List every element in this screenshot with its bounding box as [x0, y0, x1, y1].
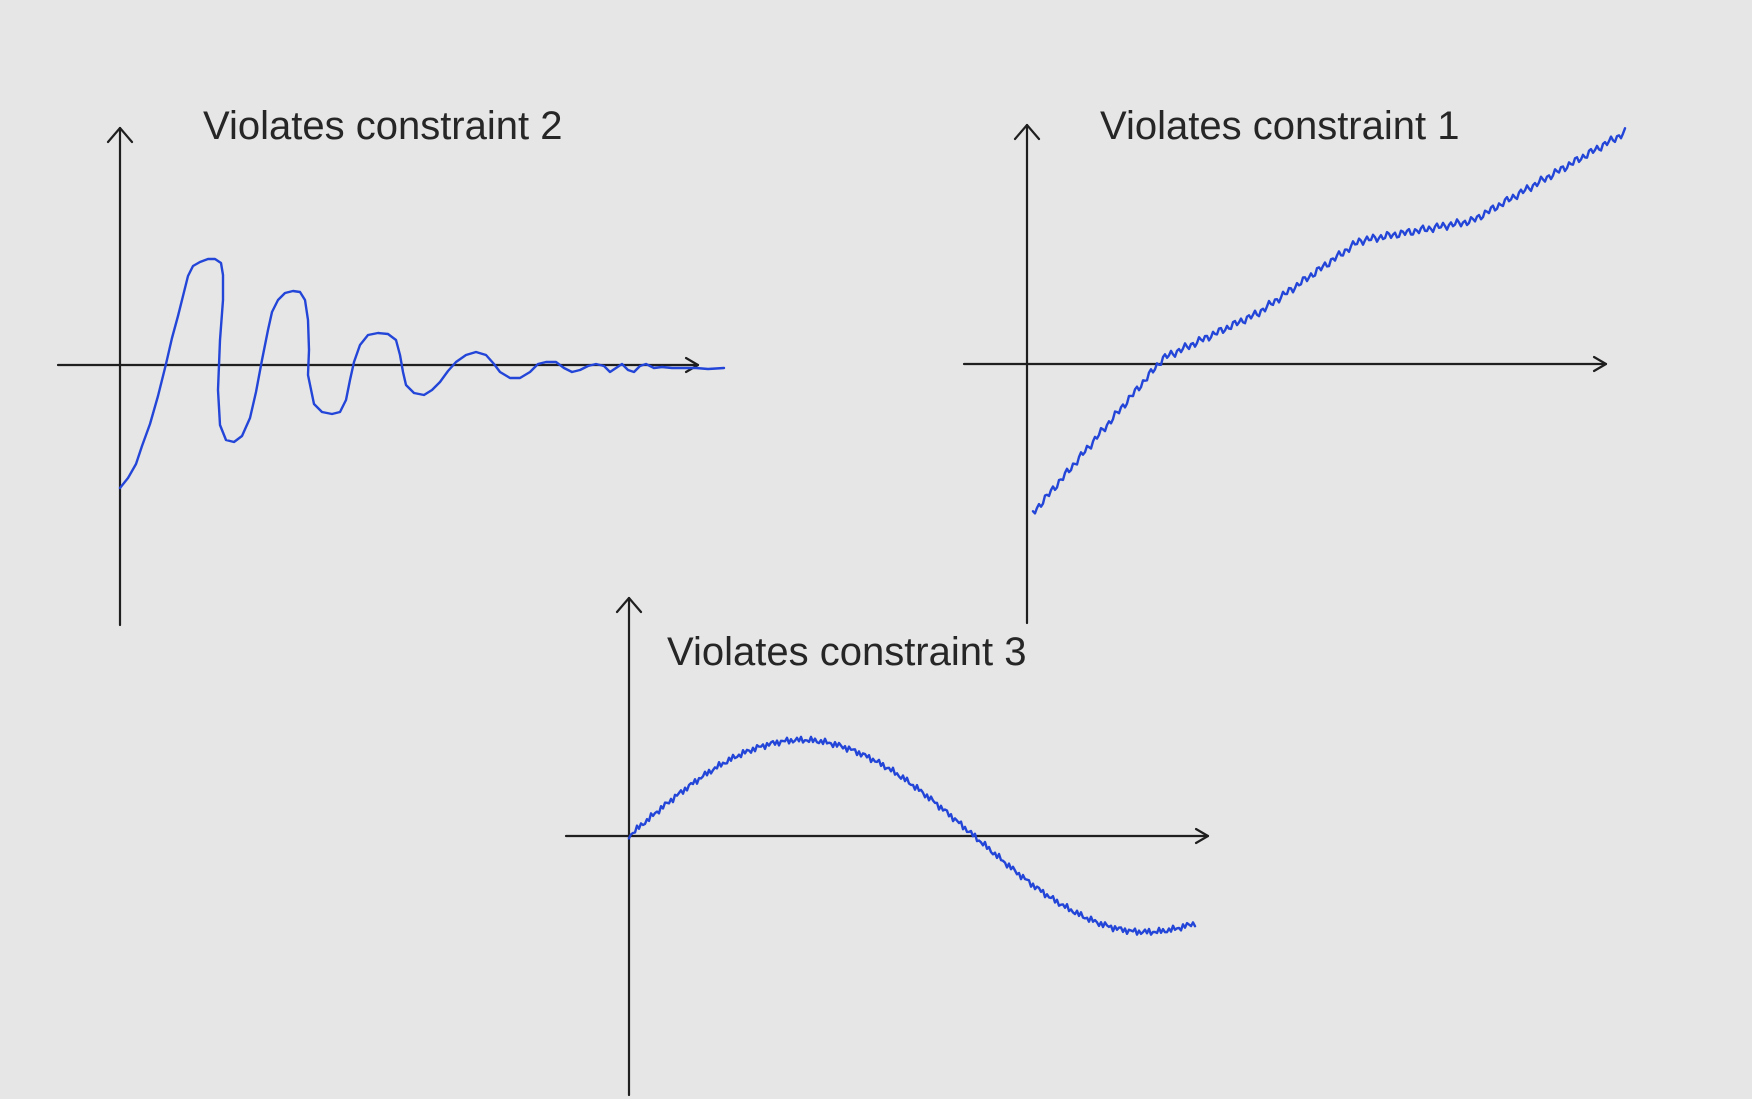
curve [627, 735, 1197, 936]
y-axis-arrowhead [1013, 123, 1041, 141]
curve [1031, 127, 1627, 515]
x-axis-arrowhead [1194, 827, 1210, 845]
panel-title: Violates constraint 3 [667, 630, 1026, 674]
panel-constraint-3: Violates constraint 3 [564, 596, 1210, 1097]
x-axis-arrowhead [684, 356, 700, 374]
y-axis-arrowhead [106, 126, 134, 144]
panel-title: Violates constraint 2 [203, 104, 562, 148]
panel-constraint-2: Violates constraint 2 [56, 104, 726, 627]
y-axis-arrowhead [615, 596, 643, 614]
panel-constraint-1: Violates constraint 1 [962, 104, 1627, 625]
panel-title: Violates constraint 1 [1100, 104, 1459, 148]
x-axis-arrowhead [1592, 355, 1608, 373]
curve [118, 257, 726, 490]
